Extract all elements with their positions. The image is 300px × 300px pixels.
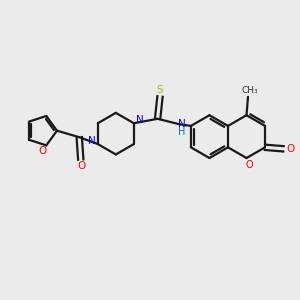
Text: H: H [178, 127, 186, 137]
Text: O: O [286, 144, 294, 154]
Text: O: O [77, 161, 86, 171]
Text: N: N [136, 115, 144, 125]
Text: O: O [245, 160, 253, 170]
Text: O: O [39, 146, 47, 156]
Text: S: S [157, 85, 163, 95]
Text: N: N [88, 136, 96, 146]
Text: CH₃: CH₃ [241, 86, 258, 95]
Text: N: N [178, 118, 186, 128]
